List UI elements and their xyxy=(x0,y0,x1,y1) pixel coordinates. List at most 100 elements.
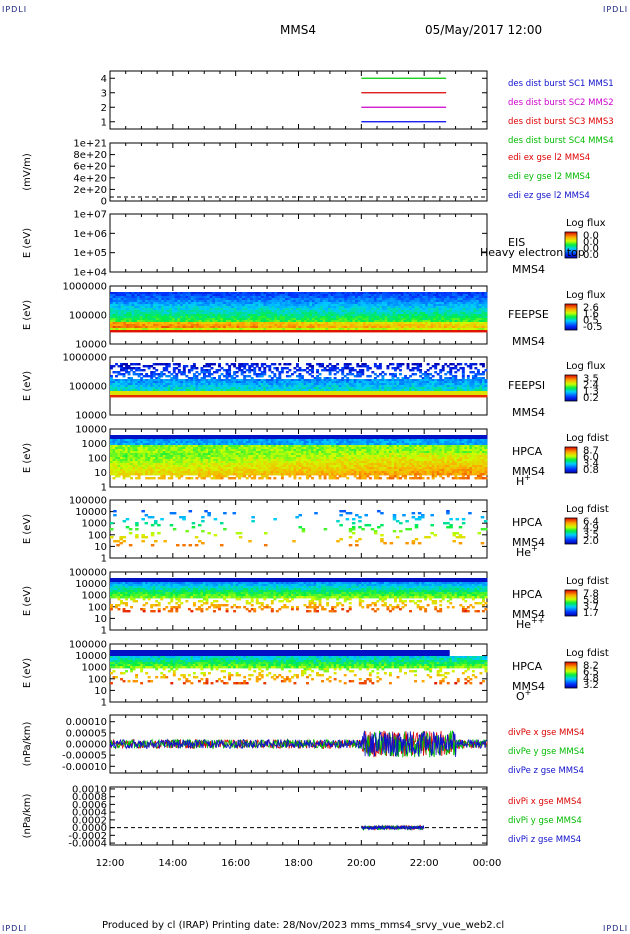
spectro-cell xyxy=(411,369,415,372)
spectro-cell xyxy=(177,320,181,323)
spectro-cell xyxy=(285,292,289,295)
spectro-cell xyxy=(295,292,299,295)
spectro-cell xyxy=(147,292,151,295)
spectro-cell xyxy=(236,292,240,295)
spectro-cell xyxy=(333,302,337,305)
spectro-cell xyxy=(449,298,453,301)
spectro-cell xyxy=(177,312,181,315)
spectro-cell xyxy=(351,395,355,398)
spectro-cell xyxy=(110,314,114,317)
spectro-cell xyxy=(167,375,171,378)
spectro-cell xyxy=(244,328,248,331)
spectro-cell xyxy=(433,314,437,317)
spectro-cell xyxy=(306,316,310,319)
spectro-cell xyxy=(250,330,254,333)
spectro-cell xyxy=(120,310,124,313)
spectro-cell xyxy=(174,324,178,327)
spectro-cell xyxy=(371,316,375,319)
spectro-cell xyxy=(180,312,184,315)
spectro-cell xyxy=(177,310,181,313)
spectro-cell xyxy=(250,312,254,315)
spectro-cell xyxy=(115,298,119,301)
spectro-cell xyxy=(325,320,329,323)
spectro-cell xyxy=(263,324,267,327)
spectro-cell xyxy=(206,292,211,295)
spectro-cell xyxy=(465,294,469,297)
spectro-cell xyxy=(309,320,313,323)
spectro-cell xyxy=(320,320,324,323)
spectro-cell xyxy=(301,320,305,323)
spectro-cell xyxy=(330,298,334,301)
spectro-cell xyxy=(128,330,132,333)
spectro-cell xyxy=(425,296,429,299)
spectro-cell xyxy=(308,395,312,398)
spectro-cell xyxy=(349,330,353,333)
spectro-cell xyxy=(355,314,359,317)
spectro-cell xyxy=(118,322,122,325)
spectro-cell xyxy=(172,371,176,374)
spectro-cell xyxy=(231,306,235,309)
spectro-cell xyxy=(365,308,369,311)
spectro-cell xyxy=(293,320,297,323)
spectro-cell xyxy=(153,312,157,315)
spectro-cell xyxy=(349,324,353,327)
spectro-cell xyxy=(460,318,464,321)
spectro-cell xyxy=(293,314,297,317)
spectro-cell xyxy=(193,312,197,315)
spectro-cell xyxy=(161,320,165,323)
spectro-cell xyxy=(314,294,318,297)
spectro-cell xyxy=(430,292,434,295)
spectro-cell xyxy=(433,306,437,309)
spectro-cell xyxy=(205,365,209,368)
spectro-cell xyxy=(120,306,124,309)
spectro-cell xyxy=(120,298,124,301)
spectro-cell xyxy=(441,310,445,313)
spectro-cell xyxy=(117,395,121,398)
spectro-cell xyxy=(336,308,340,311)
spectro-cell xyxy=(349,328,353,331)
spectro-cell xyxy=(131,328,135,331)
spectro-cell xyxy=(344,294,348,297)
spectro-cell xyxy=(263,326,267,329)
spectro-cell xyxy=(454,316,458,319)
spectro-cell xyxy=(311,316,316,319)
spectro-cell xyxy=(336,306,340,309)
spectro-cell xyxy=(145,312,149,315)
spectro-cell xyxy=(161,294,165,297)
spectro-cell xyxy=(171,322,176,325)
spectro-cell xyxy=(180,302,184,305)
spectro-cell xyxy=(419,298,423,301)
spectro-cell xyxy=(153,310,157,313)
spectro-cell xyxy=(252,328,256,331)
spectro-cell xyxy=(215,308,219,311)
spectro-cell xyxy=(427,330,431,333)
spectro-cell xyxy=(403,314,407,317)
spectro-cell xyxy=(240,365,244,368)
spectro-cell xyxy=(279,300,283,303)
spectro-cell xyxy=(182,314,186,317)
spectro-cell xyxy=(182,298,186,301)
spectro-cell xyxy=(155,316,159,319)
spectro-cell xyxy=(457,292,461,295)
spectro-cell xyxy=(110,326,114,329)
spectro-cell xyxy=(135,395,139,398)
spectro-cell xyxy=(279,326,283,329)
spectro-cell xyxy=(166,316,170,319)
spectro-cell xyxy=(115,363,118,366)
y-tick-label: 10000 xyxy=(75,411,107,422)
spectro-cell xyxy=(169,292,173,295)
spectro-cell xyxy=(346,326,351,329)
spectro-cell xyxy=(112,294,116,297)
spectro-cell xyxy=(258,375,262,378)
spectro-cell xyxy=(266,320,270,323)
spectro-cell xyxy=(180,308,184,311)
spectro-cell xyxy=(320,312,324,315)
spectro-cell xyxy=(241,296,246,299)
spectro-cell xyxy=(384,292,388,295)
spectro-cell xyxy=(204,322,208,325)
spectro-cell xyxy=(449,320,453,323)
spectro-cell xyxy=(212,326,216,329)
spectro-cell xyxy=(387,326,391,329)
spectro-cell xyxy=(333,300,337,303)
spectro-cell xyxy=(223,326,227,329)
